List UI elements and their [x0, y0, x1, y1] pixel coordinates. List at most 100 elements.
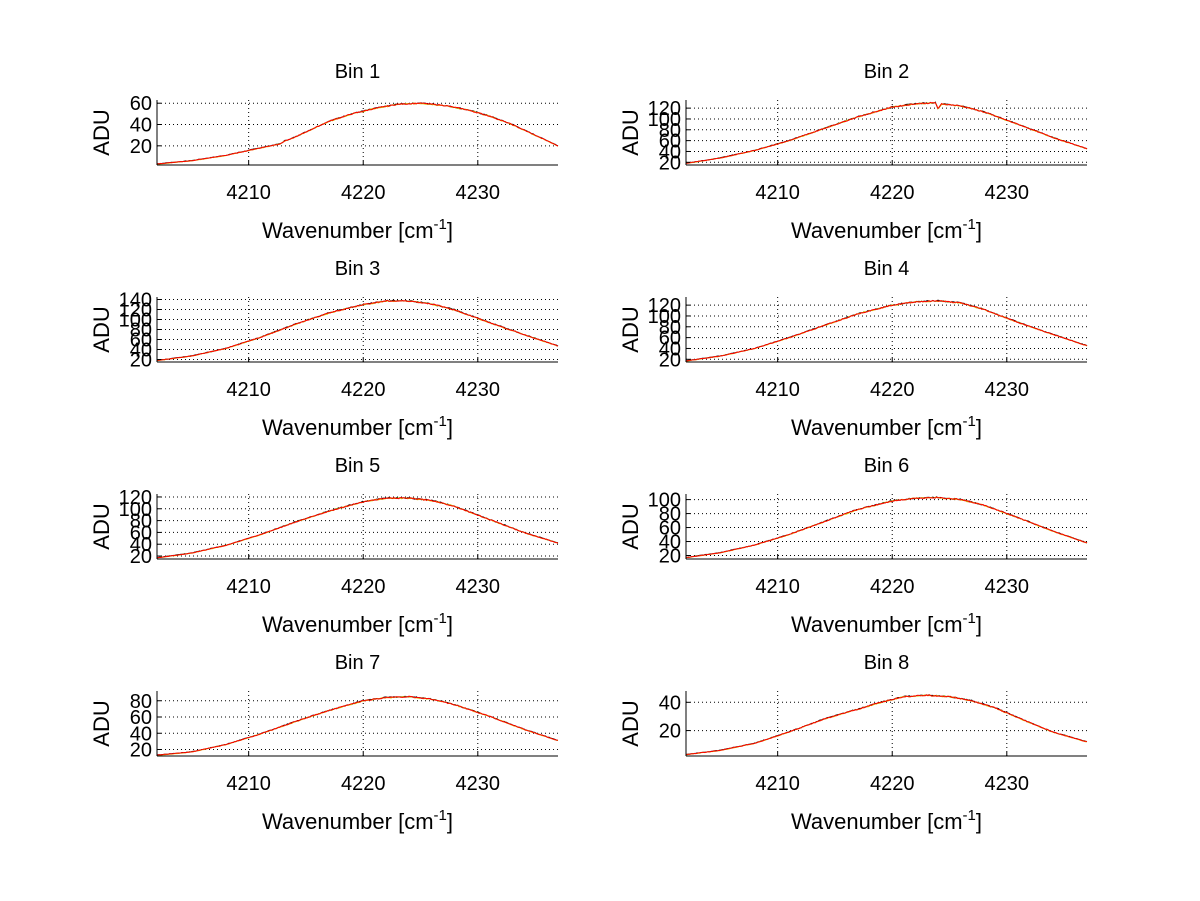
y-tick-label: 100: [648, 306, 681, 328]
x-tick-label: 4210: [226, 576, 271, 598]
y-axis-label: ADU: [89, 109, 114, 155]
y-tick-label: 40: [659, 692, 681, 714]
y-tick-label: 40: [130, 340, 152, 362]
y-tick-label: 80: [659, 120, 681, 142]
x-tick-label: 4210: [226, 379, 271, 401]
x-tick-label: 4210: [226, 773, 271, 795]
chart-title: Bin 1: [335, 61, 381, 83]
series-line-red: [686, 101, 1088, 164]
subplot-8: Bin 8 4210 4220 4230 20 40 ADU Wavenumber [cm-1…: [618, 652, 1088, 834]
chart-title: Bin 2: [864, 61, 910, 83]
y-tick-label: 120: [119, 487, 152, 509]
series-line-red: [685, 694, 1088, 755]
series-line-yellow: [685, 300, 1088, 362]
series-line-yellow: [685, 102, 1088, 164]
y-tick-label: 60: [130, 93, 152, 115]
x-tick-label: 4210: [226, 182, 271, 204]
series-line-yellow: [685, 694, 1087, 756]
x-axis-label: Wavenumber [cm-1]: [262, 413, 453, 440]
x-tick-label: 4230: [985, 182, 1030, 204]
y-tick-label: 40: [659, 141, 681, 163]
series-line-yellow: [156, 497, 559, 559]
x-tick-label: 4230: [456, 379, 501, 401]
y-axis-label: ADU: [618, 306, 643, 352]
y-tick-label: 60: [130, 522, 152, 544]
x-axis-label-close: ]: [447, 612, 453, 637]
series-line-red: [156, 695, 559, 756]
x-axis-label-exponent: -1: [434, 216, 447, 233]
y-tick-label: 40: [130, 723, 152, 745]
y-tick-label: 100: [648, 490, 681, 512]
x-tick-label: 4230: [456, 576, 501, 598]
y-tick-label: 40: [130, 534, 152, 556]
x-axis-label: Wavenumber [cm-1]: [791, 413, 982, 440]
y-tick-label: 80: [130, 511, 152, 533]
y-tick-label: 60: [130, 330, 152, 352]
y-tick-label: 140: [119, 290, 152, 312]
chart-title: Bin 6: [864, 455, 910, 477]
y-tick-label: 80: [659, 504, 681, 526]
y-tick-label: 100: [648, 109, 681, 131]
series-line-red: [685, 299, 1088, 362]
chart-title: Bin 4: [864, 258, 910, 280]
y-tick-label: 120: [119, 300, 152, 322]
x-axis-label-main: Wavenumber [cm: [791, 612, 963, 637]
y-tick-label: 20: [659, 721, 681, 743]
x-axis-label: Wavenumber [cm-1]: [262, 807, 453, 834]
y-tick-label: 60: [659, 518, 681, 540]
y-tick-label: 100: [119, 499, 152, 521]
series-line-black: [685, 299, 1088, 362]
x-tick-label: 4230: [985, 773, 1030, 795]
chart-title: Bin 8: [864, 652, 910, 674]
x-axis-label-close: ]: [976, 612, 982, 637]
x-tick-label: 4210: [755, 773, 800, 795]
x-tick-label: 4210: [755, 379, 800, 401]
y-tick-label: 20: [659, 152, 681, 174]
y-tick-label: 40: [659, 532, 681, 554]
x-axis-label-main: Wavenumber [cm: [791, 415, 963, 440]
x-axis-label-exponent: -1: [963, 413, 976, 430]
x-tick-label: 4220: [870, 576, 915, 598]
x-tick-label: 4230: [985, 379, 1030, 401]
y-axis-label: ADU: [89, 503, 114, 549]
y-axis-label: ADU: [618, 503, 643, 549]
x-axis-label-exponent: -1: [963, 807, 976, 824]
x-tick-label: 4220: [341, 576, 386, 598]
x-tick-label: 4220: [341, 773, 386, 795]
x-axis-label-close: ]: [976, 809, 982, 834]
x-axis-label: Wavenumber [cm-1]: [791, 216, 982, 243]
x-axis-label-close: ]: [976, 415, 982, 440]
y-tick-label: 60: [659, 328, 681, 350]
x-axis-label-close: ]: [447, 809, 453, 834]
x-tick-label: 4210: [755, 576, 800, 598]
chart-title: Bin 7: [335, 652, 381, 674]
y-tick-label: 60: [659, 131, 681, 153]
x-axis-label-exponent: -1: [434, 807, 447, 824]
y-tick-label: 120: [648, 295, 681, 317]
y-tick-label: 80: [130, 320, 152, 342]
series-line-red: [685, 496, 1088, 558]
x-tick-label: 4220: [341, 379, 386, 401]
x-tick-label: 4230: [456, 773, 501, 795]
chart-title: Bin 5: [335, 455, 381, 477]
x-axis-label-exponent: -1: [434, 413, 447, 430]
x-axis-label-main: Wavenumber [cm: [262, 809, 434, 834]
y-tick-label: 20: [659, 349, 681, 371]
x-tick-label: 4210: [755, 182, 800, 204]
series-line-red: [156, 102, 559, 165]
y-tick-label: 80: [130, 691, 152, 713]
x-axis-label: Wavenumber [cm-1]: [262, 610, 453, 637]
x-axis-label: Wavenumber [cm-1]: [791, 807, 982, 834]
series-line-red: [156, 299, 559, 361]
x-tick-label: 4220: [870, 182, 915, 204]
y-tick-label: 120: [648, 98, 681, 120]
y-tick-label: 100: [119, 310, 152, 332]
x-axis-label-close: ]: [447, 415, 453, 440]
y-tick-label: 20: [659, 546, 681, 568]
x-tick-label: 4220: [870, 379, 915, 401]
